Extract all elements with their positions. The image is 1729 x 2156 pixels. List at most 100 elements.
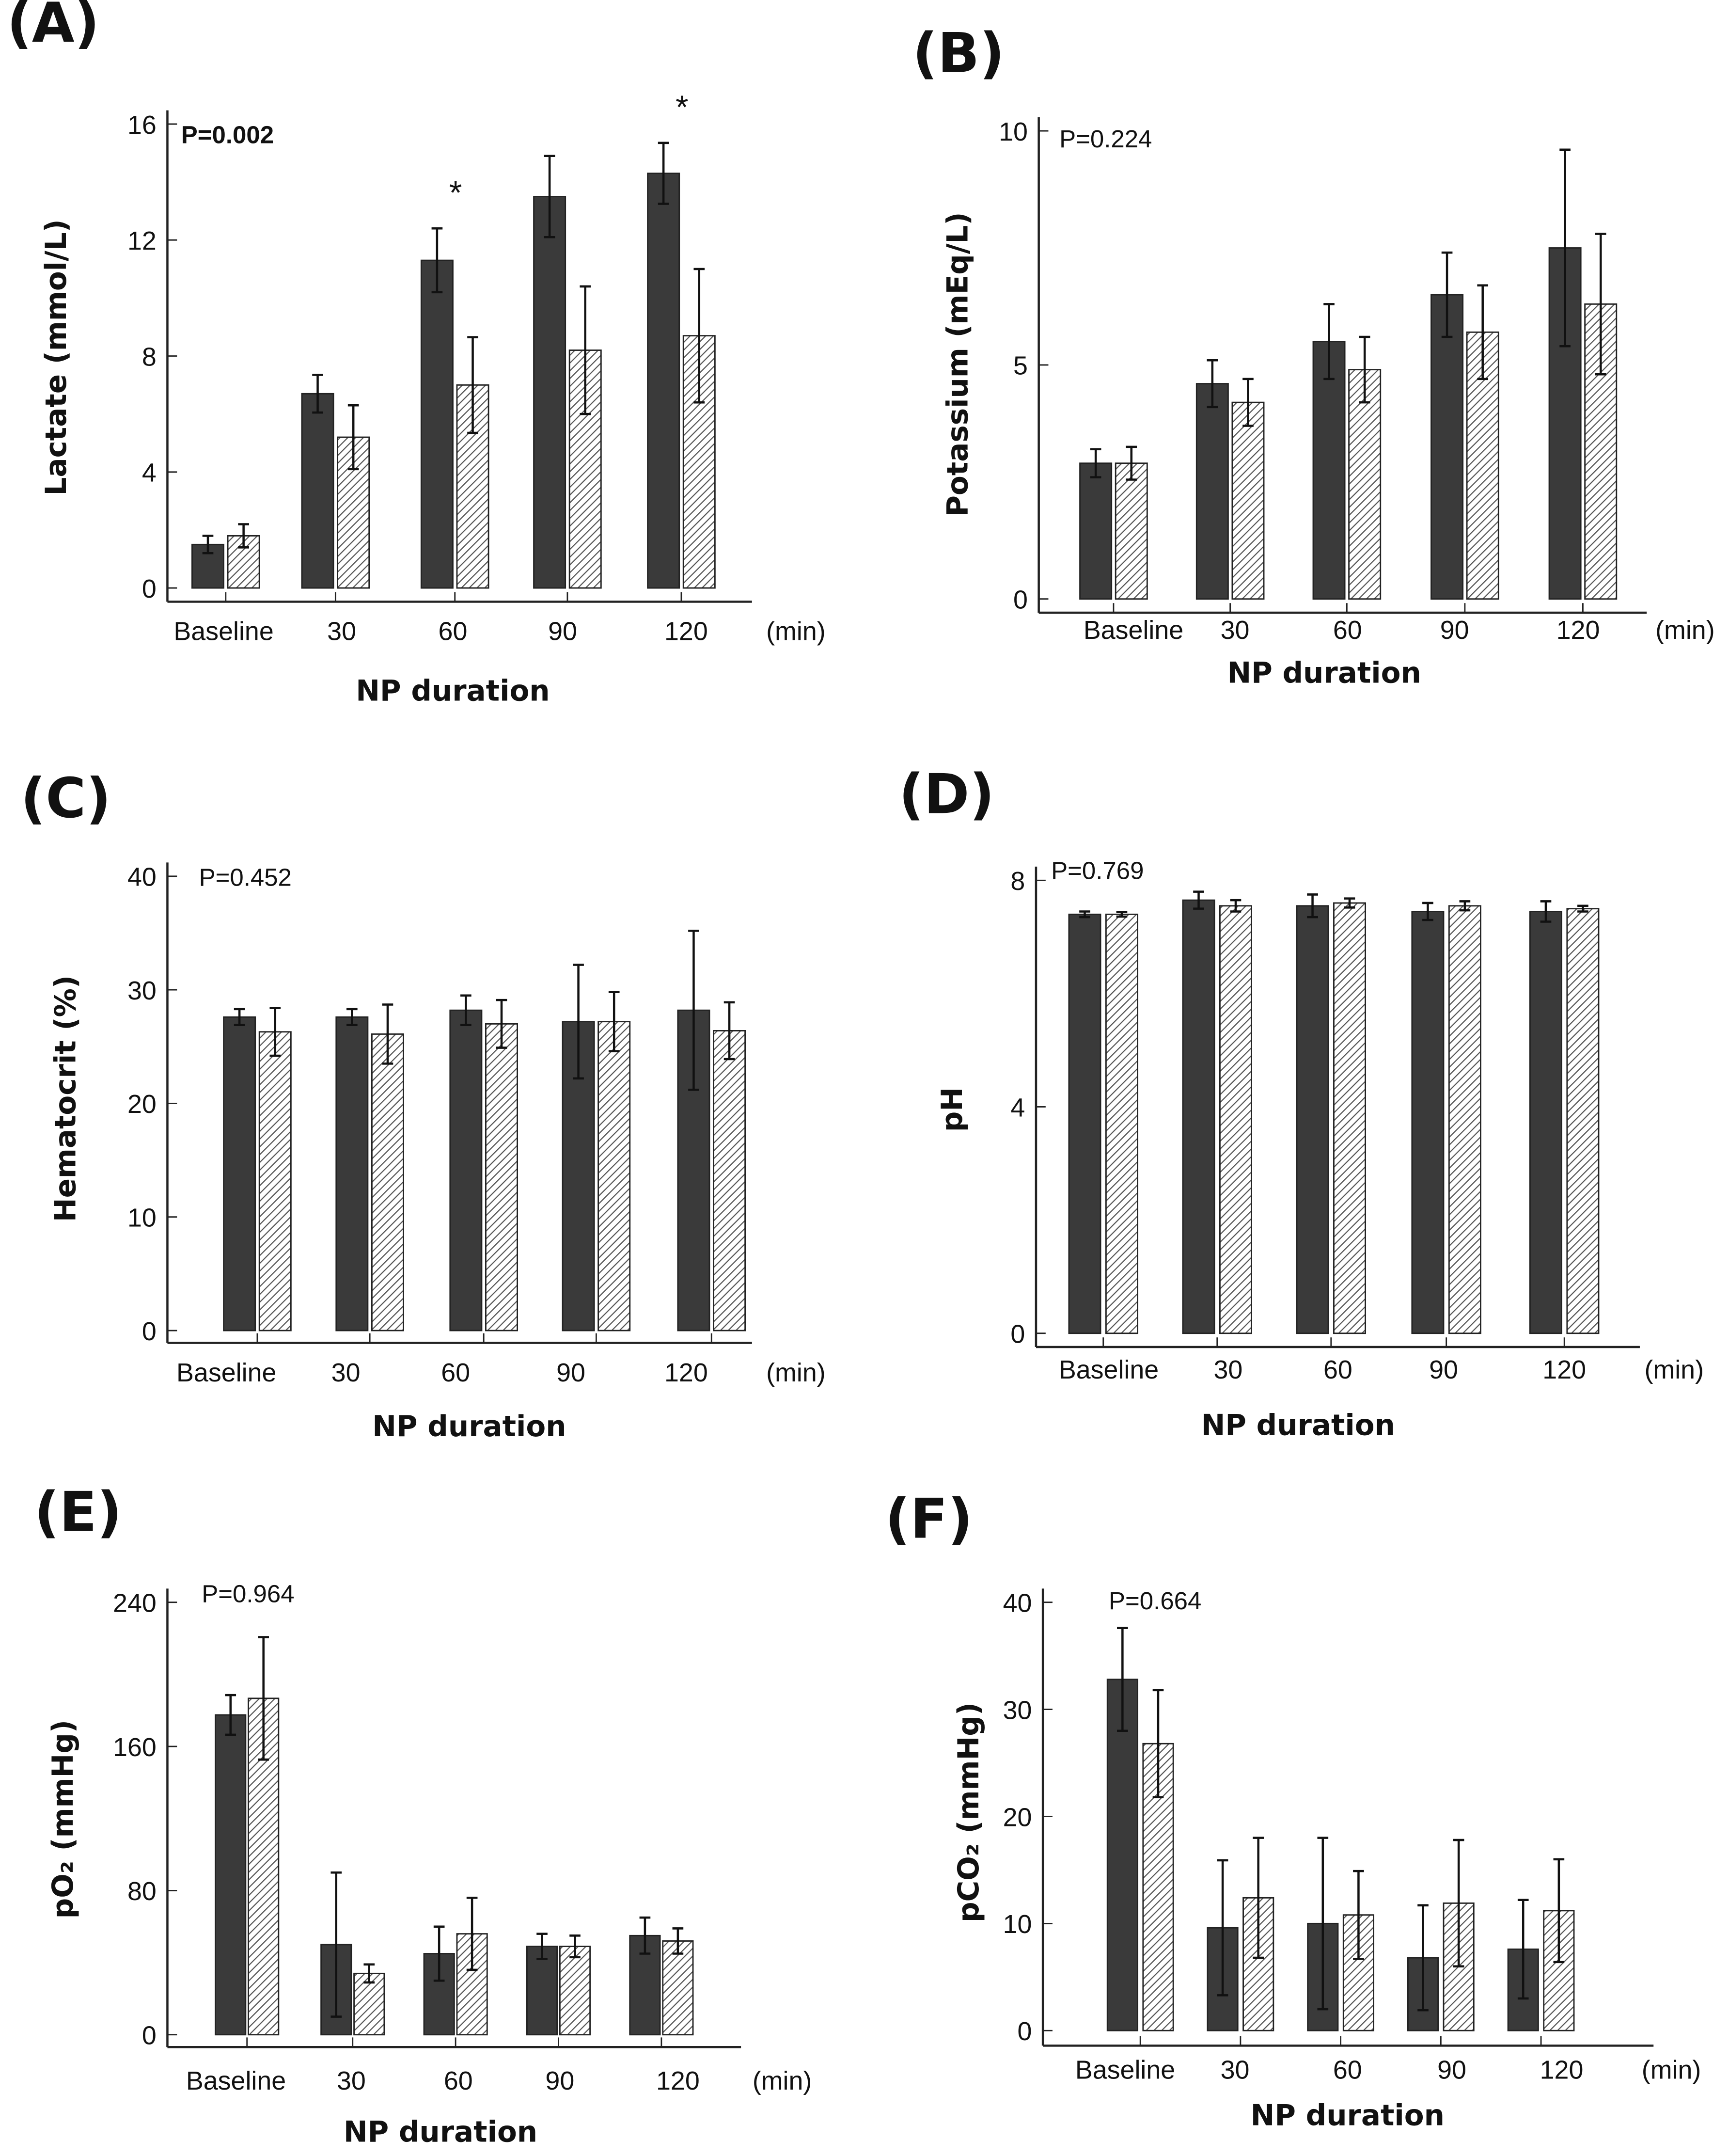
y-axis-label: Potassium (mEq/L) — [941, 212, 975, 516]
x-tick-label: 120 — [1542, 1355, 1586, 1384]
p-value: P=0.452 — [199, 864, 292, 891]
x-tick-label: 30 — [327, 617, 356, 646]
bar-group1-Baseline — [1106, 1679, 1138, 2031]
y-tick-label: 10 — [999, 117, 1028, 146]
x-tick-label: 30 — [337, 2066, 366, 2095]
bar-group2-120 — [713, 1030, 746, 1332]
y-tick-label: 0 — [142, 1317, 157, 1346]
x-unit-label: (min) — [753, 2066, 812, 2095]
bar-group2-120 — [1566, 908, 1600, 1334]
x-tick-label: Baseline — [1084, 616, 1183, 645]
x-tick-label: 60 — [439, 617, 468, 646]
y-tick-label: 40 — [127, 863, 157, 892]
bar-group2-60 — [485, 1023, 518, 1332]
bar-group2-30 — [353, 1972, 385, 2036]
x-axis-label: NP duration — [356, 674, 550, 708]
chart-panel-5: (F) 0 10 20 30 40 pCO₂ (mmHg) P=0.664 Baseline 30… — [885, 1487, 1701, 2133]
chart-panel-4: (E) 0 80 160 240 pO₂ (mmHg) P=0.964 Baseline 30 6… — [34, 1480, 812, 2149]
y-axis-label: pH — [936, 1087, 969, 1132]
bar-group1-60 — [1296, 905, 1329, 1334]
x-unit-label: (min) — [1644, 1355, 1704, 1384]
significance-asterisk: * — [449, 174, 462, 211]
y-tick-label: 10 — [127, 1204, 157, 1233]
y-tick-label: 0 — [142, 2021, 157, 2050]
bar-group1-Baseline — [223, 1016, 256, 1332]
y-tick-label: 240 — [113, 1589, 157, 1618]
y-tick-label: 30 — [1003, 1696, 1032, 1725]
x-tick-label: 90 — [1437, 2055, 1466, 2084]
x-axis-label: NP duration — [372, 1410, 566, 1443]
bar-group1-90 — [533, 196, 566, 589]
panel-letter: (B) — [912, 21, 1005, 85]
y-tick-label: 20 — [1003, 1803, 1032, 1832]
bar-group1-Baseline — [1079, 462, 1113, 600]
y-tick-label: 5 — [1013, 351, 1028, 380]
x-tick-label: 90 — [548, 617, 577, 646]
y-tick-label: 4 — [142, 459, 157, 488]
bar-group1-Baseline — [215, 1714, 247, 2036]
panel-letter: (C) — [20, 766, 111, 830]
y-tick-label: 8 — [1010, 867, 1025, 896]
x-unit-label: (min) — [766, 1358, 826, 1387]
bar-group2-Baseline — [1115, 462, 1148, 600]
bar-group2-30 — [371, 1033, 404, 1332]
bar-group2-120 — [662, 1940, 694, 2036]
y-tick-label: 0 — [1010, 1320, 1025, 1349]
x-tick-label: 30 — [331, 1358, 361, 1387]
y-tick-label: 40 — [1003, 1589, 1032, 1618]
x-tick-label: 90 — [1440, 616, 1469, 645]
y-tick-label: 80 — [127, 1877, 157, 1906]
y-tick-label: 0 — [142, 574, 157, 603]
x-tick-label: 60 — [441, 1358, 470, 1387]
bar-group2-90 — [597, 1021, 631, 1332]
p-value: P=0.964 — [202, 1580, 294, 1608]
bar-group1-90 — [1411, 911, 1445, 1334]
x-tick-label: 30 — [1213, 1355, 1242, 1384]
y-tick-label: 16 — [127, 111, 157, 140]
bar-group1-30 — [301, 393, 334, 589]
bar-group2-90 — [559, 1946, 591, 2036]
x-tick-label: Baseline — [1075, 2055, 1175, 2084]
x-tick-label: Baseline — [186, 2066, 286, 2095]
x-tick-label: 60 — [1333, 2055, 1362, 2084]
p-value: P=0.769 — [1051, 856, 1144, 884]
y-tick-label: 0 — [1018, 2017, 1032, 2046]
x-tick-label: 120 — [656, 2066, 700, 2095]
bar-group2-30 — [1231, 401, 1265, 600]
panel-letter: (F) — [885, 1487, 973, 1551]
x-tick-label: Baseline — [173, 617, 273, 646]
chart-panel-0: (A) 0 4 8 12 16 Lactate (mmol/L) P=0.002 Baselin… — [7, 0, 826, 708]
bar-group1-30 — [335, 1016, 369, 1332]
x-tick-label: 120 — [1556, 616, 1600, 645]
y-tick-label: 0 — [1013, 586, 1028, 615]
x-tick-label: 60 — [444, 2066, 473, 2095]
x-unit-label: (min) — [1655, 616, 1715, 645]
bar-group2-30 — [1219, 905, 1252, 1334]
x-axis-label: NP duration — [1227, 656, 1421, 690]
x-axis-label: NP duration — [344, 2116, 537, 2149]
panel-letter: (E) — [34, 1480, 122, 1544]
bar-group2-90 — [1448, 905, 1481, 1334]
x-axis-label: NP duration — [1251, 2099, 1445, 2133]
bar-group1-30 — [1195, 383, 1229, 600]
x-tick-label: 120 — [664, 617, 708, 646]
y-tick-label: 8 — [142, 342, 157, 371]
significance-asterisk: * — [676, 89, 688, 126]
x-unit-label: (min) — [766, 617, 826, 646]
bar-group1-90 — [1430, 294, 1464, 600]
bar-group2-Baseline — [1105, 913, 1138, 1334]
x-tick-label: 90 — [556, 1358, 585, 1387]
p-value: P=0.224 — [1059, 125, 1152, 153]
chart-panel-1: (B) 0 5 10 Potassium (mEq/L) P=0.224 Baseline 3… — [912, 21, 1715, 690]
bar-group1-120 — [1529, 911, 1562, 1334]
p-value: P=0.664 — [1109, 1587, 1201, 1615]
x-tick-label: 30 — [1221, 2055, 1250, 2084]
bar-group1-120 — [647, 173, 680, 589]
x-tick-label: 60 — [1333, 616, 1362, 645]
p-value: P=0.002 — [181, 121, 274, 149]
bar-group1-60 — [449, 1009, 483, 1332]
x-tick-label: 120 — [664, 1358, 708, 1387]
y-tick-label: 30 — [127, 976, 157, 1005]
x-tick-label: Baseline — [1059, 1355, 1159, 1384]
